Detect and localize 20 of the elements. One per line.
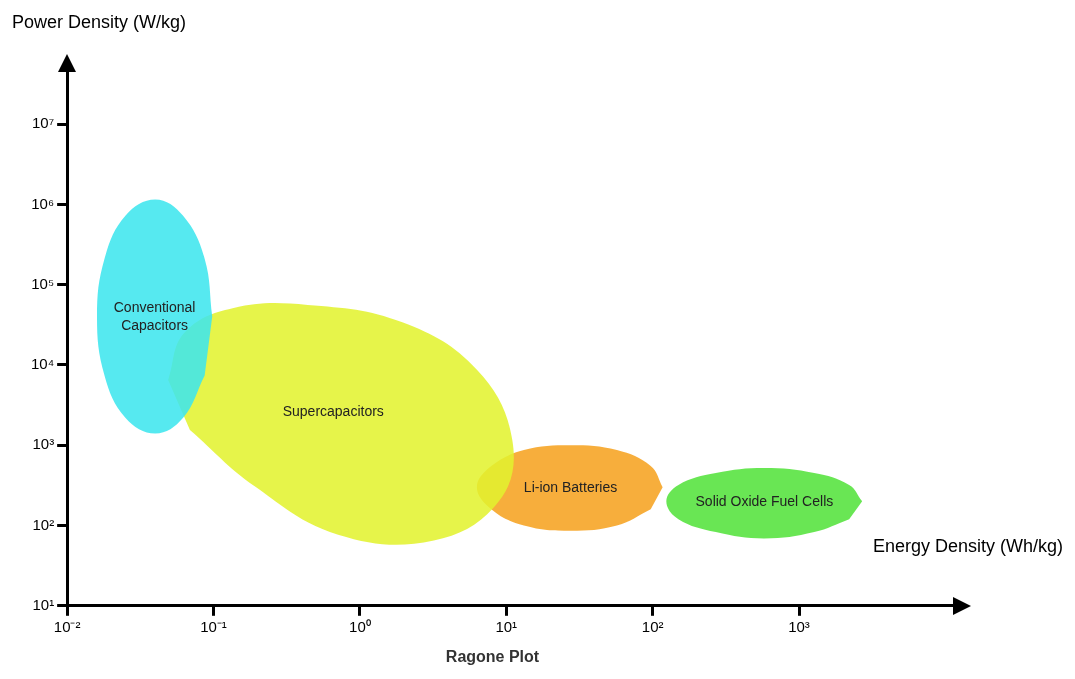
x-tick-label: 10² bbox=[641, 617, 664, 635]
series-label: Supercapacitors bbox=[282, 403, 384, 420]
y-tick-label: 10² bbox=[32, 515, 55, 533]
x-tick-label: 10⁰ bbox=[349, 617, 371, 635]
y-tick-label: 10³ bbox=[32, 435, 55, 453]
y-tick-label: 10⁷ bbox=[32, 114, 55, 132]
series-label: Solid Oxide Fuel Cells bbox=[695, 493, 834, 510]
text: Ragone Plot bbox=[445, 647, 540, 665]
series-label: Conventional Capacitors bbox=[113, 298, 196, 333]
y-tick-label: 10⁴ bbox=[30, 355, 55, 373]
y-tick-label: 10⁶ bbox=[31, 194, 55, 212]
y-tick-label: 10⁵ bbox=[31, 274, 55, 292]
x-tick-label: 10⁻¹ bbox=[200, 617, 227, 635]
x-tick-label: 10⁻² bbox=[53, 617, 81, 635]
x-tick-label: 10¹ bbox=[495, 617, 518, 635]
y-tick-label: 10¹ bbox=[32, 595, 55, 613]
x-tick-label: 10³ bbox=[788, 617, 810, 635]
y-axis-title: Power Density (W/kg) bbox=[12, 12, 187, 33]
series-label: Li-ion Batteries bbox=[523, 478, 618, 495]
x-axis-title: Energy Density (Wh/kg) bbox=[872, 536, 1063, 557]
